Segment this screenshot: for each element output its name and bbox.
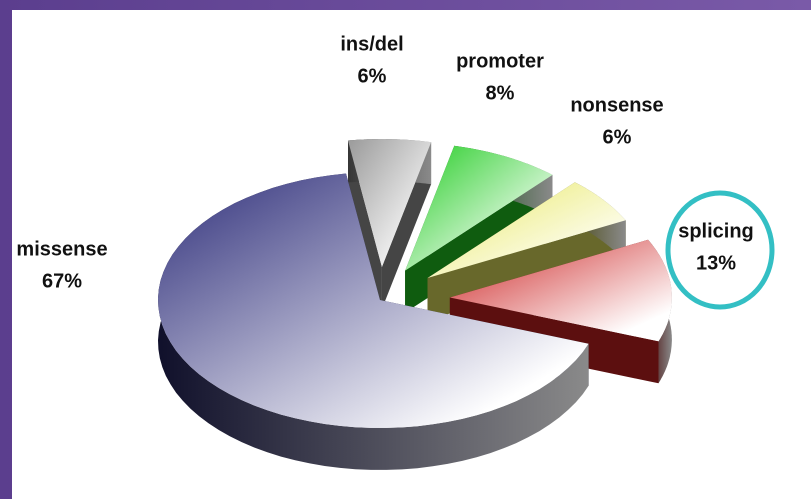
slice-edge	[381, 142, 432, 310]
value-label: 8%	[486, 82, 515, 104]
slice-label: ins/del	[340, 33, 403, 55]
slice	[405, 145, 553, 271]
slice-label: nonsense	[570, 94, 663, 116]
slice-label: missense	[16, 238, 107, 260]
slice-edge	[348, 140, 382, 310]
slice-label: splicing	[678, 220, 754, 242]
highlight-circle	[665, 190, 775, 310]
value-label: 13%	[696, 252, 736, 274]
slice	[449, 239, 672, 342]
slice	[427, 182, 626, 279]
value-label: 6%	[358, 65, 387, 87]
value-label: 67%	[42, 270, 82, 292]
value-label: 6%	[603, 126, 632, 148]
slice	[348, 139, 432, 268]
slice	[158, 173, 589, 428]
slice-label: promoter	[456, 50, 544, 72]
